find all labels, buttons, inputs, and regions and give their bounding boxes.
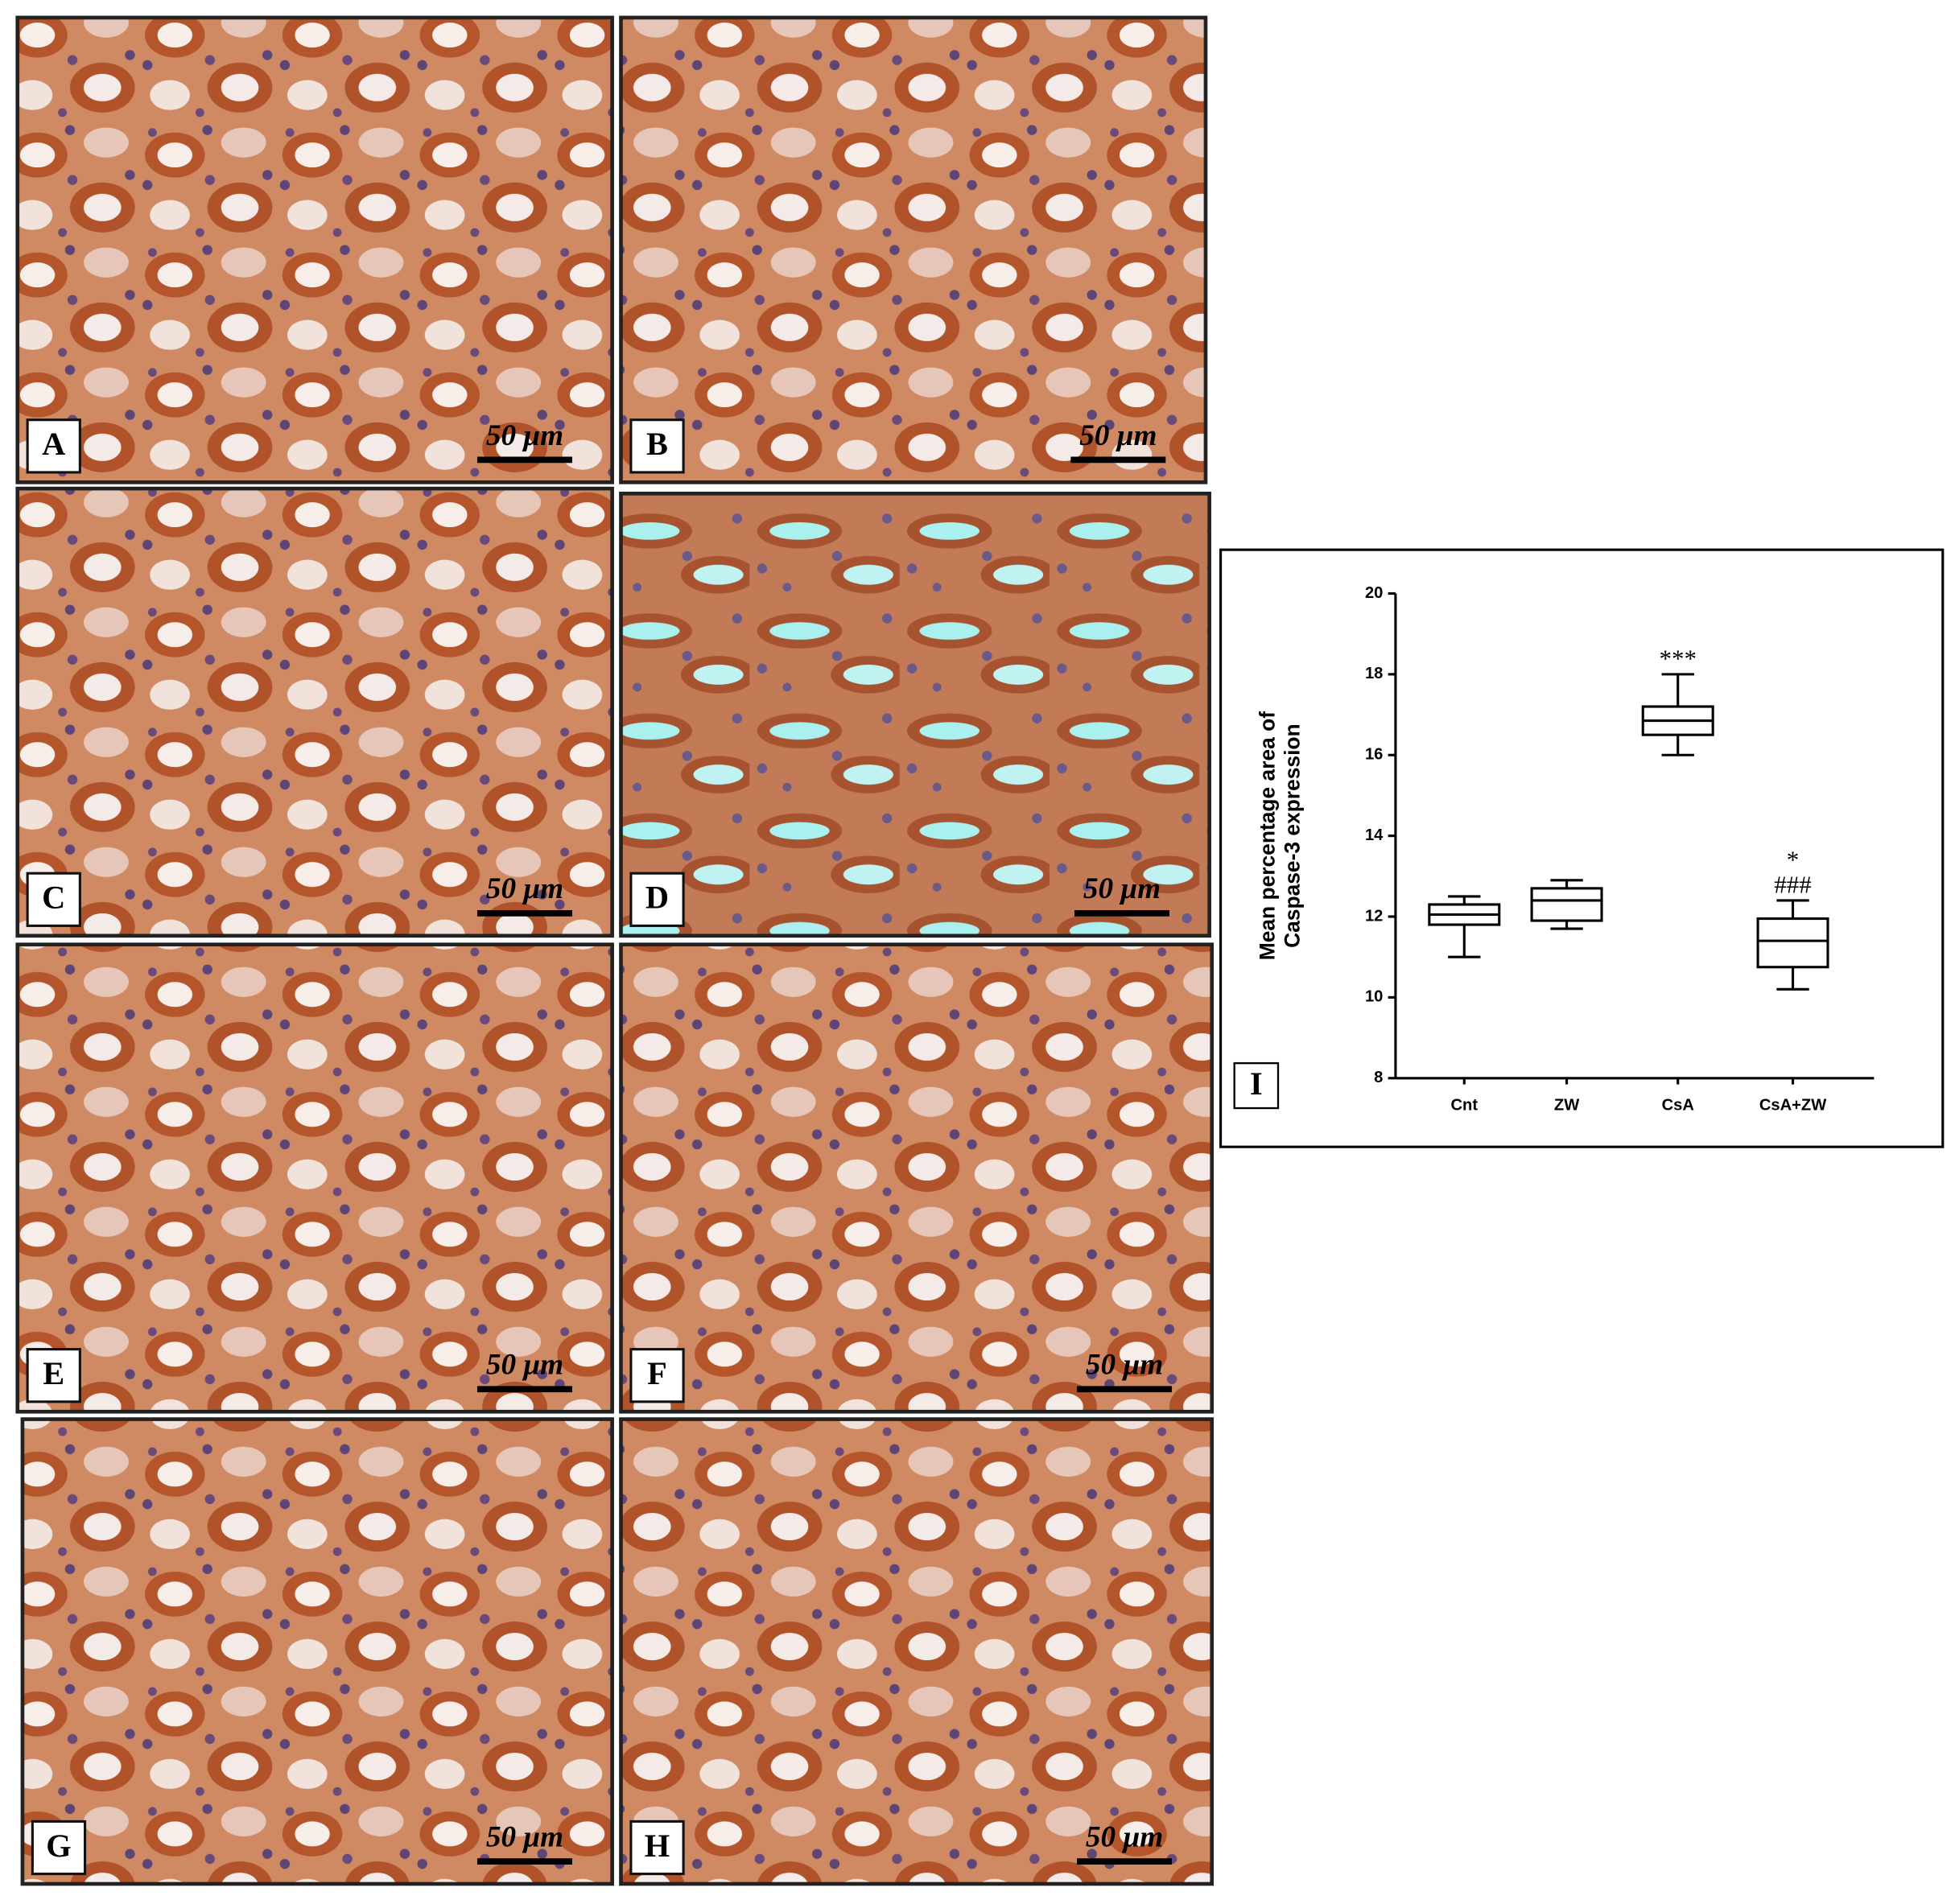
x-tick-label: Cnt [1450, 1096, 1478, 1114]
micrograph-grid: A 50 μm B 50 μm C 50 μm D 50 μm E 50 μm F 50 μm G 50 … [15, 15, 1215, 1886]
micrograph-panel: D 50 μm [619, 491, 1211, 938]
panel-label-box [629, 872, 685, 927]
box-chart: 8 10 12 14 16 18 20 Mean percentage area of Casp… [1219, 548, 1945, 1148]
panel-label: I [1250, 1065, 1263, 1102]
scale-bar-label: 50 μm [486, 872, 563, 905]
y-tick-label: 10 [1365, 988, 1383, 1006]
micrograph [20, 1417, 614, 1886]
y-tick-label: 20 [1365, 584, 1383, 602]
panel-label-box [31, 1820, 87, 1876]
scale-bar-label: 50 μm [486, 1820, 563, 1853]
panel-label: H [645, 1828, 670, 1864]
panel-label-box [629, 1348, 685, 1403]
panel-label: D [645, 880, 669, 916]
panel-label: F [647, 1355, 667, 1391]
panel-label-box [26, 418, 81, 474]
significance-label: * [1787, 846, 1800, 874]
scale-bar-label: 50 μm [1086, 1349, 1163, 1382]
micrograph [15, 486, 614, 938]
scale-bar-label: 50 μm [1083, 872, 1161, 905]
micrograph-panel: A 50 μm [15, 15, 614, 484]
panel-label: A [42, 426, 65, 462]
panel-label-box [629, 418, 685, 474]
significance-label: ### [1774, 871, 1812, 899]
y-tick-label: 8 [1374, 1069, 1383, 1086]
micrograph [15, 15, 614, 484]
scale-bar-label: 50 μm [486, 419, 563, 452]
micrograph [619, 491, 1211, 938]
micrograph [619, 15, 1208, 484]
y-tick-label: 16 [1365, 746, 1383, 764]
chart-frame [1219, 548, 1945, 1148]
panel-label-box [629, 1820, 685, 1876]
x-tick-label: ZW [1554, 1096, 1579, 1114]
micrograph [619, 942, 1215, 1414]
micrograph-panel: G 50 μm [20, 1417, 614, 1886]
y-axis-label: Caspase-3 expression [1280, 723, 1304, 948]
panel-label: E [43, 1355, 64, 1391]
micrograph-panel: B 50 μm [619, 15, 1208, 484]
panel-label: G [46, 1828, 71, 1864]
panel-label: C [42, 880, 65, 916]
scale-bar-label: 50 μm [1079, 419, 1157, 452]
x-tick-label: CsA [1662, 1096, 1695, 1114]
scale-bar-label: 50 μm [486, 1349, 563, 1382]
x-tick-label: CsA+ZW [1759, 1096, 1826, 1114]
box [1756, 917, 1829, 969]
y-axis-label: Mean percentage area of [1255, 711, 1279, 961]
micrograph-panel: F 50 μm [619, 942, 1215, 1414]
scale-bar-label: 50 μm [1086, 1820, 1163, 1853]
panel-label-box [1233, 1061, 1280, 1110]
panel-label-box [26, 872, 81, 927]
y-tick-label: 12 [1365, 907, 1383, 925]
y-tick-label: 18 [1365, 665, 1383, 682]
panel-label-box [26, 1348, 81, 1403]
box [1530, 887, 1603, 922]
micrograph-panel: C 50 μm [15, 486, 614, 938]
y-tick-label: 14 [1365, 826, 1384, 844]
micrograph [15, 942, 614, 1414]
significance-label: *** [1659, 645, 1697, 673]
micrograph [619, 1417, 1215, 1886]
micrograph-panel: E 50 μm [15, 942, 614, 1414]
micrograph-panel: H 50 μm [619, 1417, 1215, 1886]
panel-label: B [646, 426, 668, 462]
